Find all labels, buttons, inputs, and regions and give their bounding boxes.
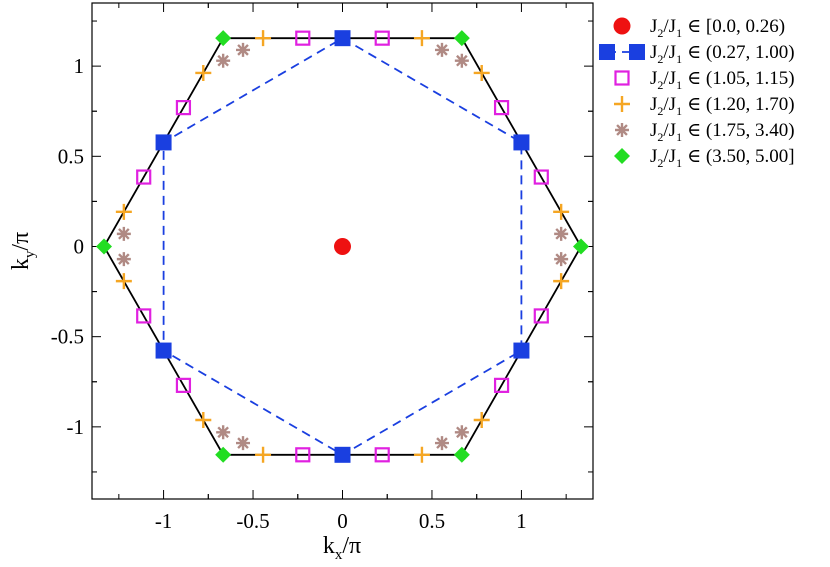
series-3-point (493, 100, 510, 116)
series-5-point (236, 42, 251, 57)
series-2-point (513, 342, 530, 359)
series-3-point (374, 447, 390, 463)
series-4-point (413, 30, 430, 47)
legend-label: J2/J1 ∈ (3.50, 5.00] (650, 146, 795, 170)
y-axis-label: ky/π (8, 232, 38, 270)
y-tick-label: 0 (74, 234, 85, 258)
series-2-point (334, 30, 351, 47)
series-5-point (454, 53, 469, 68)
series-5-point (216, 425, 231, 440)
legend-label: J2/J1 ∈ (1.20, 1.70) (650, 94, 795, 118)
y-tick-label: -1 (67, 415, 85, 439)
series-3-point (295, 30, 311, 46)
series-6-point (215, 446, 232, 463)
x-axis-label: kx/π (323, 533, 361, 563)
series-3-point (374, 30, 390, 46)
legend-marker (614, 70, 630, 86)
series-2-point (155, 342, 172, 359)
series-4-point (115, 273, 132, 290)
series-1-point (334, 237, 351, 255)
series-5-point (116, 226, 131, 241)
x-tick-label: 0.5 (419, 509, 445, 533)
axis-ticks: -1 -0.5 0 0.5 1 -1 -0.5 0 0.5 1 (51, 3, 593, 533)
series-5-point (216, 53, 231, 68)
series-3-point (295, 447, 311, 463)
series-5-point (454, 425, 469, 440)
series-5-point (116, 252, 131, 267)
x-tick-label: 1 (516, 509, 527, 533)
legend-marker (614, 96, 630, 112)
series-4-point (473, 64, 490, 81)
legend-marker (599, 44, 615, 60)
legend-marker (615, 123, 629, 137)
y-tick-label: 1 (74, 54, 85, 78)
series-4-point (413, 446, 430, 463)
series-6-point (453, 30, 470, 47)
series-3-point (493, 377, 510, 393)
legend-label: J2/J1 ∈ (1.75, 3.40) (650, 120, 795, 144)
series-4-point (195, 412, 212, 429)
series-4-point (195, 64, 212, 81)
series-5-point (554, 252, 569, 267)
legend-marker (613, 17, 631, 35)
legend-marker (629, 44, 645, 60)
legend-label: J2/J1 ∈ [0.0, 0.26) (650, 16, 785, 40)
legend-marker (614, 148, 630, 164)
series-3-point (533, 308, 549, 324)
series-4-point (255, 30, 272, 47)
series-3-point (136, 169, 152, 185)
y-tick-label: 0.5 (58, 144, 84, 168)
series-4-point (115, 203, 132, 220)
series-3-point (533, 169, 549, 185)
series-2-point (155, 134, 172, 151)
series-4-point (553, 203, 570, 220)
x-tick-label: -0.5 (236, 509, 269, 533)
series-3-point (136, 308, 152, 324)
x-tick-label: 0 (337, 509, 348, 533)
legend: J2/J1 ∈ [0.0, 0.26)J2/J1 ∈ (0.27, 1.00)J2/… (599, 16, 795, 170)
y-tick-label: -0.5 (51, 325, 84, 349)
series-6-point (453, 446, 470, 463)
series-2-point (513, 134, 530, 151)
series-3-point (175, 100, 192, 116)
series-6-point (573, 238, 590, 255)
series-3-point (175, 377, 192, 393)
series-5-point (434, 436, 449, 451)
legend-label: J2/J1 ∈ (1.05, 1.15) (650, 68, 795, 92)
series-6-point (95, 238, 112, 255)
series-5-point (236, 436, 251, 451)
series-4-point (553, 273, 570, 290)
series-5-point (554, 226, 569, 241)
series-2-point (334, 446, 351, 463)
series-6-point (215, 30, 232, 47)
series-4-point (473, 412, 490, 429)
data-markers (95, 30, 590, 463)
series-5-point (434, 42, 449, 57)
series-4-point (255, 446, 272, 463)
x-tick-label: -1 (155, 509, 173, 533)
legend-label: J2/J1 ∈ (0.27, 1.00) (650, 42, 795, 66)
